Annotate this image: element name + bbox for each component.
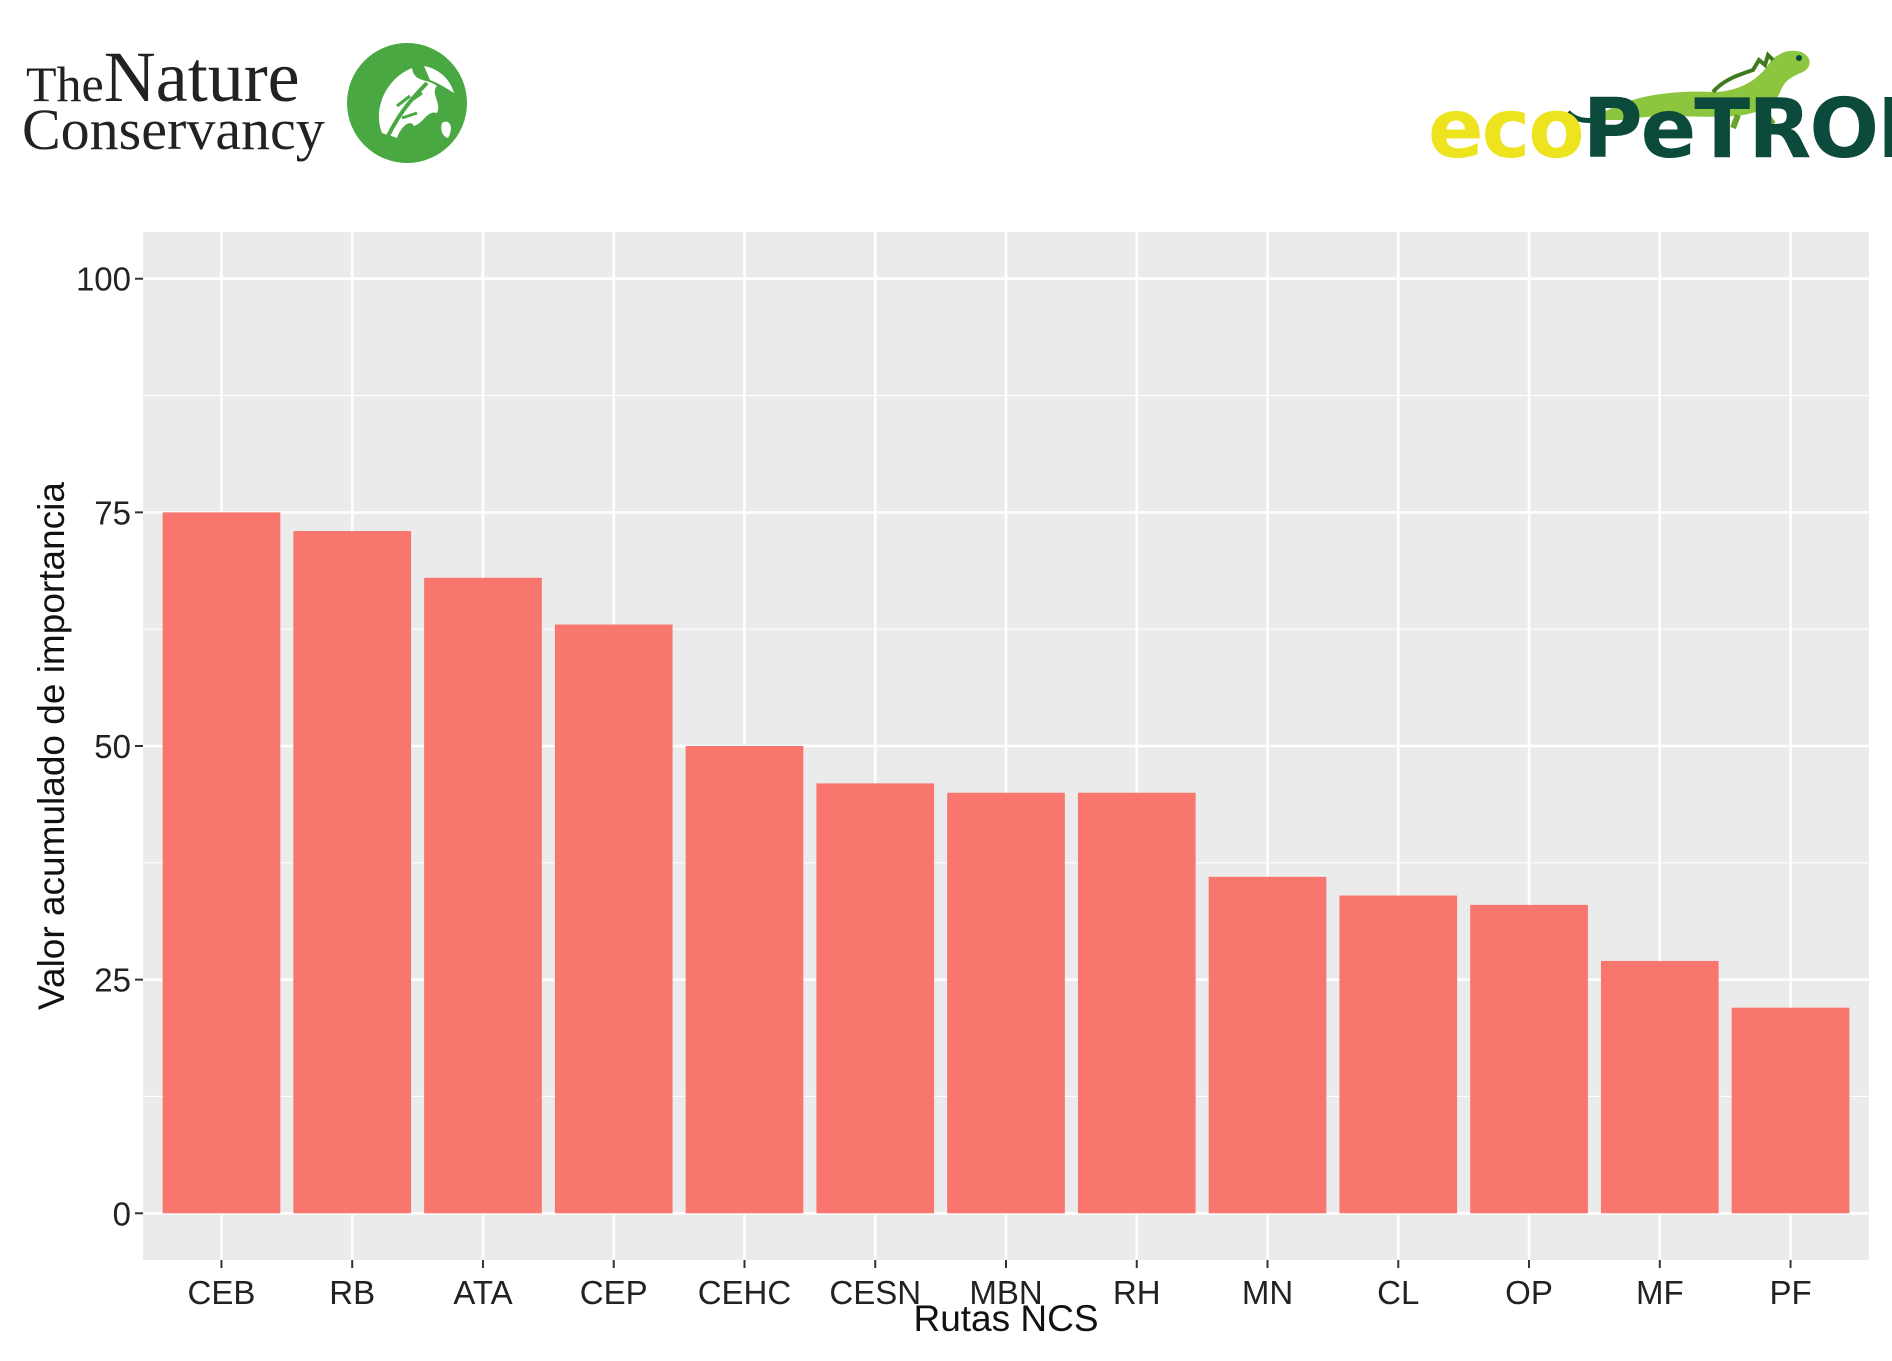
y-axis-title: Valor acumulado de importancia [31,482,72,1010]
oak-leaf-globe-icon [347,43,467,163]
x-tick-label: RH [1113,1274,1161,1311]
y-tick-label: 75 [94,494,131,531]
y-axis: 0 25 50 75 100 [76,261,143,1232]
ecopetrol-wordmark: ecoPeTROL [1428,82,1892,177]
bar-mf [1600,960,1719,1214]
y-tick-label: 50 [94,728,131,765]
ecopetrol-word-eco: eco [1428,82,1585,177]
tnc-word-conservancy: Conservancy [22,97,325,162]
y-tick-label: 25 [94,962,131,999]
bars [162,512,1850,1214]
bar-rb [293,531,412,1214]
x-axis: CEB RB ATA CEP CEHC CESN MBN RH MN CL OP MF PF [188,1260,1812,1311]
tnc-logo: TheNature Conservancy [22,28,482,173]
bar-mbn [947,792,1065,1214]
bar-rh [1077,792,1196,1214]
y-tick-label: 0 [113,1195,131,1232]
bar-op [1470,904,1588,1214]
x-tick-label: MF [1636,1274,1684,1311]
bar-cesn [816,783,935,1214]
tnc-word-the: The [26,56,104,112]
y-tick-label: 100 [76,261,131,298]
bar-ceb [162,512,281,1214]
x-tick-label: MBN [969,1274,1042,1311]
x-tick-label: PF [1769,1274,1811,1311]
x-tick-label: OP [1505,1274,1553,1311]
bar-mn [1208,876,1327,1214]
x-tick-label: CEHC [698,1274,792,1311]
x-tick-label: CEB [188,1274,256,1311]
ecopetrol-logo: ecoPeTROL [1428,20,1892,177]
tnc-word-nature: Nature [103,37,300,117]
x-tick-label: RB [329,1274,375,1311]
iguana-icon [1566,50,1810,130]
x-tick-label: ATA [453,1274,512,1311]
bar-cep [554,624,673,1214]
x-axis-title: Rutas NCS [913,1298,1098,1339]
x-tick-label: CESN [829,1274,921,1311]
bar-pf [1731,1007,1850,1214]
ecopetrol-word-petrol: PeTROL [1582,82,1892,177]
bar-cehc [685,746,804,1214]
x-tick-label: CEP [580,1274,648,1311]
x-tick-label: MN [1242,1274,1293,1311]
x-tick-label: CL [1377,1274,1419,1311]
bar-ata [424,577,542,1214]
bar-cl [1339,895,1458,1214]
